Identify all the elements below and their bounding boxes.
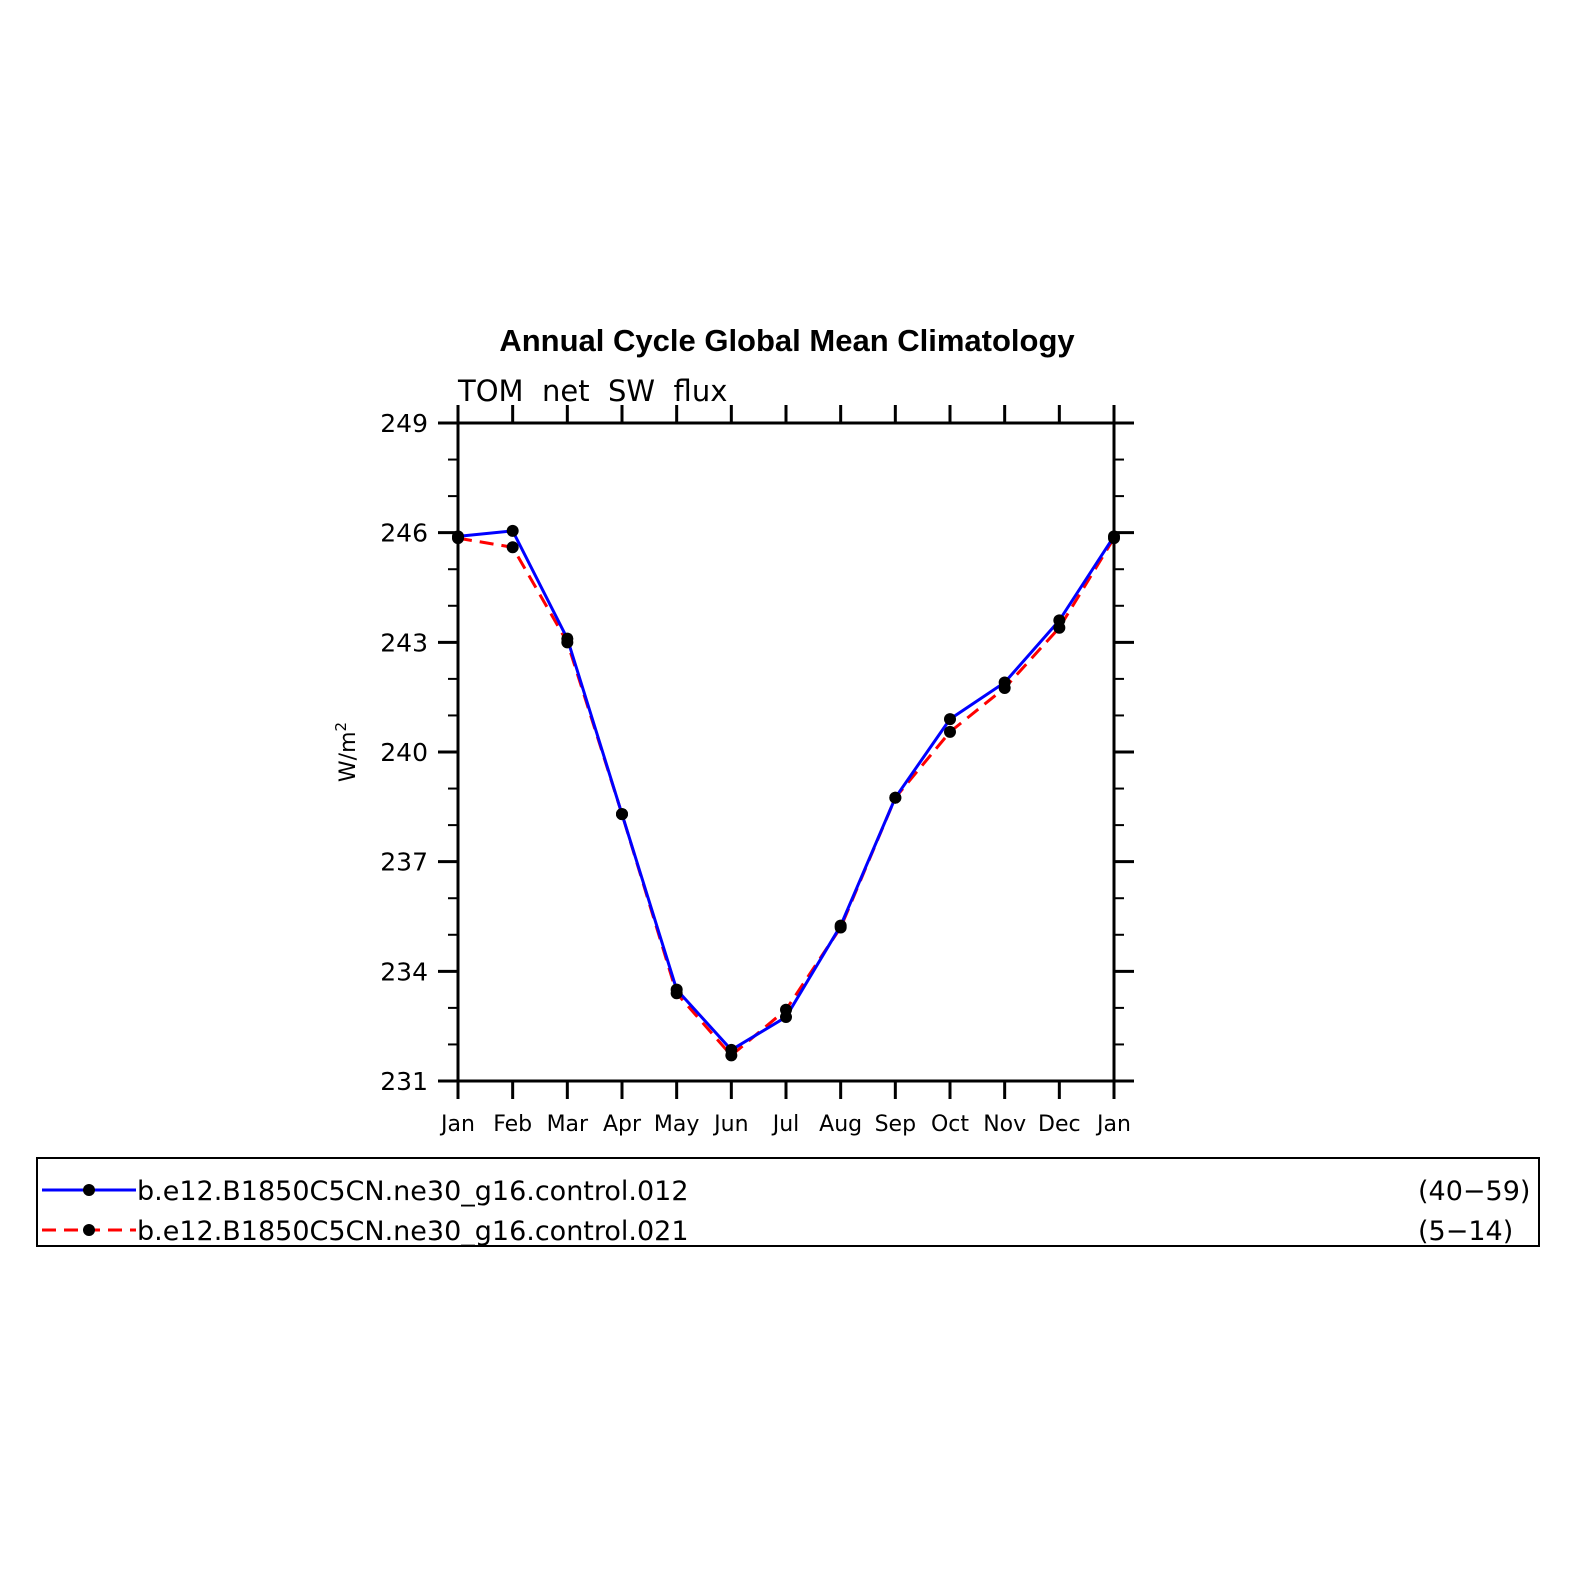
x-tick-label: Jan <box>1095 1112 1131 1137</box>
legend-marker <box>83 1184 95 1196</box>
y-tick-label: 243 <box>380 628 428 657</box>
data-point <box>616 808 628 821</box>
legend-marker <box>83 1224 95 1236</box>
y-tick-label: 237 <box>380 848 428 877</box>
x-axis-ticks: Jan Feb Mar Apr May Jun Jul Aug Sep Oct Nov Dec Jan <box>439 405 1131 1137</box>
data-point <box>506 524 519 537</box>
x-tick-label: Jun <box>712 1112 748 1137</box>
y-tick-label: 240 <box>380 738 428 767</box>
data-point <box>670 987 683 1000</box>
x-tick-label: Sep <box>875 1112 916 1137</box>
data-point <box>725 1049 738 1062</box>
y-tick-label: 234 <box>380 957 428 986</box>
legend-box <box>36 1157 1540 1247</box>
data-point <box>944 725 956 738</box>
chart-title: Annual Cycle Global Mean Climatology <box>499 323 1075 358</box>
chart-subtitle: TOM net SW flux <box>457 374 727 408</box>
data-point <box>889 791 902 804</box>
y-axis-ticks: 231 234 237 240 243 246 249 <box>380 409 1134 1096</box>
x-tick-label: Aug <box>819 1112 862 1137</box>
legend: b.e12.B1850C5CN.ne30_g16.control.012 (40−… <box>42 1176 1530 1247</box>
data-point <box>834 921 847 934</box>
data-point <box>561 636 574 649</box>
x-tick-label: Dec <box>1038 1112 1081 1137</box>
plot-frame <box>456 421 1116 1083</box>
data-point <box>452 532 464 545</box>
x-tick-label: May <box>654 1112 699 1137</box>
legend-series-years: (5−14) <box>1418 1216 1513 1247</box>
x-tick-label: Jul <box>771 1112 800 1137</box>
legend-series-name: b.e12.B1850C5CN.ne30_g16.control.012 <box>137 1176 689 1207</box>
data-point <box>1108 532 1120 545</box>
x-tick-label: Oct <box>931 1112 969 1137</box>
y-axis-label: W/m2 <box>332 722 361 782</box>
series-layer <box>452 524 1120 1062</box>
data-point <box>998 682 1011 695</box>
legend-series-name: b.e12.B1850C5CN.ne30_g16.control.021 <box>137 1216 689 1247</box>
data-point <box>780 1003 792 1016</box>
x-tick-label: Mar <box>547 1112 589 1137</box>
data-point <box>944 713 956 726</box>
x-tick-label: Feb <box>493 1112 532 1137</box>
data-point <box>506 541 519 554</box>
series-line <box>457 529 1116 1052</box>
x-tick-label: Nov <box>983 1112 1026 1137</box>
y-tick-label: 249 <box>380 409 428 438</box>
legend-series-years: (40−59) <box>1418 1176 1530 1207</box>
data-point <box>1053 621 1066 634</box>
x-tick-label: Apr <box>603 1112 642 1137</box>
x-tick-label: Jan <box>439 1112 475 1137</box>
y-tick-label: 246 <box>380 519 428 548</box>
y-tick-label: 231 <box>380 1067 428 1096</box>
